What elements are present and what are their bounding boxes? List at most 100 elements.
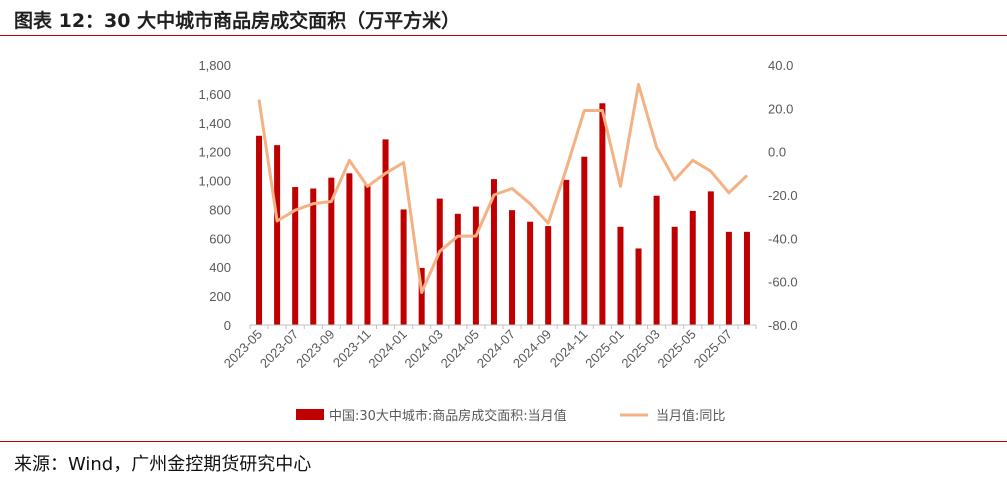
bar xyxy=(707,191,714,325)
bar xyxy=(472,206,479,325)
line-point xyxy=(656,146,658,148)
x-tick-label: 2024-05 xyxy=(438,327,482,371)
left-tick-label: 1,200 xyxy=(198,145,231,160)
x-axis: 2023-052023-072023-092023-112024-012024-… xyxy=(221,324,757,371)
bottom-divider xyxy=(0,441,1007,442)
line-point xyxy=(439,250,441,252)
bar xyxy=(400,209,407,325)
line-point xyxy=(692,159,694,161)
left-tick-label: 1,800 xyxy=(198,58,231,73)
left-tick-label: 400 xyxy=(209,260,231,275)
line-point xyxy=(529,203,531,205)
x-tick-label: 2023-11 xyxy=(330,327,374,371)
bar xyxy=(274,145,281,325)
line-point xyxy=(330,201,332,202)
bar xyxy=(725,231,732,325)
bar xyxy=(599,103,606,326)
x-tick-label: 2024-01 xyxy=(365,327,409,371)
right-tick-label: 0.0 xyxy=(768,145,786,160)
bar xyxy=(346,173,353,325)
line-point xyxy=(746,175,748,176)
bar xyxy=(689,210,696,325)
line-point xyxy=(511,188,513,189)
line-point xyxy=(728,192,730,194)
bar xyxy=(490,179,497,325)
bar xyxy=(328,177,335,325)
line-point xyxy=(276,220,278,222)
left-tick-label: 600 xyxy=(209,231,231,246)
line-point xyxy=(403,162,405,163)
x-tick-label: 2025-05 xyxy=(655,327,699,371)
bar xyxy=(292,187,299,325)
legend-label-line: 当月值:同比 xyxy=(656,408,725,424)
x-tick-label: 2024-11 xyxy=(547,327,591,371)
left-tick-label: 200 xyxy=(209,289,231,304)
bar xyxy=(563,179,570,325)
legend: 中国:30大中城市:商品房成交面积:当月值 当月值:同比 xyxy=(296,408,725,424)
x-tick-label: 2023-09 xyxy=(293,327,337,371)
line-point xyxy=(674,179,676,181)
line-point xyxy=(457,235,459,237)
right-tick-label: -80.0 xyxy=(768,318,798,333)
bar xyxy=(671,226,678,325)
chart-title: 图表 12：30 大中城市商品房成交面积（万平方米） xyxy=(14,10,461,32)
bar xyxy=(382,139,389,325)
x-tick-label: 2023-05 xyxy=(221,327,265,371)
line-point xyxy=(565,168,567,170)
legend-swatch-bar xyxy=(296,409,324,420)
yoy-line xyxy=(257,83,749,294)
bar xyxy=(581,156,588,325)
left-tick-label: 1,600 xyxy=(198,87,231,102)
bar xyxy=(436,198,443,325)
bar xyxy=(617,226,624,325)
line-point xyxy=(493,194,495,196)
line-series xyxy=(257,83,749,294)
line-point xyxy=(710,170,712,172)
x-tick-label: 2025-07 xyxy=(691,327,735,371)
left-tick-label: 800 xyxy=(209,202,231,217)
bar xyxy=(418,267,425,325)
line-point xyxy=(601,110,603,111)
line-point xyxy=(385,172,387,174)
bar xyxy=(635,248,642,325)
bar xyxy=(509,210,516,325)
right-axis: -80.0 -60.0 -40.0 -20.0 0.0 20.0 40.0 xyxy=(768,58,798,333)
line-point xyxy=(366,185,368,187)
bar xyxy=(310,188,317,325)
x-tick-label: 2024-03 xyxy=(402,327,446,371)
left-tick-label: 1,000 xyxy=(198,174,231,189)
bar xyxy=(256,135,263,325)
x-tick-label: 2024-07 xyxy=(474,327,518,371)
top-divider xyxy=(0,35,1007,36)
bar xyxy=(653,195,660,325)
x-tick-label: 2024-09 xyxy=(510,327,554,371)
legend-label-bar: 中国:30大中城市:商品房成交面积:当月值 xyxy=(329,408,567,424)
right-tick-label: 20.0 xyxy=(768,101,793,116)
x-tick-label: 2025-03 xyxy=(618,327,662,371)
left-axis: 0 200 400 600 800 1,000 1,200 1,400 1,600 1,800 xyxy=(198,58,231,333)
x-tick-label: 2023-07 xyxy=(257,327,301,371)
line-point xyxy=(294,209,296,211)
line-point xyxy=(312,203,314,205)
left-tick-label: 1,400 xyxy=(198,116,231,131)
bar xyxy=(545,226,552,325)
line-point xyxy=(583,110,585,111)
right-tick-label: -20.0 xyxy=(768,188,798,203)
bar-series xyxy=(256,103,750,326)
line-point xyxy=(348,159,350,161)
right-tick-label: -60.0 xyxy=(768,275,798,290)
line-point xyxy=(638,84,640,85)
line-point xyxy=(619,185,621,187)
right-tick-label: -40.0 xyxy=(768,231,798,246)
bar xyxy=(454,213,461,325)
right-tick-label: 40.0 xyxy=(768,58,793,73)
bar xyxy=(527,221,534,325)
left-tick-label: 0 xyxy=(224,318,231,333)
line-point xyxy=(547,222,549,224)
line-point xyxy=(258,99,260,101)
line-point xyxy=(421,292,423,293)
bar xyxy=(364,184,371,325)
source-note: 来源：Wind，广州金控期货研究中心 xyxy=(14,454,312,475)
bar xyxy=(743,231,750,325)
